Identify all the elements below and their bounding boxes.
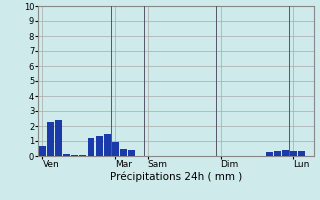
Bar: [96, 136, 102, 156]
Bar: [47, 121, 54, 156]
Bar: [112, 142, 119, 156]
Bar: [128, 150, 135, 156]
Bar: [274, 151, 281, 156]
Bar: [55, 120, 62, 156]
Bar: [79, 154, 86, 156]
Bar: [88, 138, 94, 156]
Bar: [282, 150, 289, 156]
Bar: [120, 149, 127, 156]
Bar: [266, 152, 273, 156]
Bar: [290, 151, 297, 156]
Bar: [298, 151, 305, 156]
Bar: [39, 146, 46, 156]
Bar: [63, 154, 70, 156]
Bar: [71, 154, 78, 156]
Bar: [104, 134, 111, 156]
X-axis label: Précipitations 24h ( mm ): Précipitations 24h ( mm ): [110, 172, 242, 182]
